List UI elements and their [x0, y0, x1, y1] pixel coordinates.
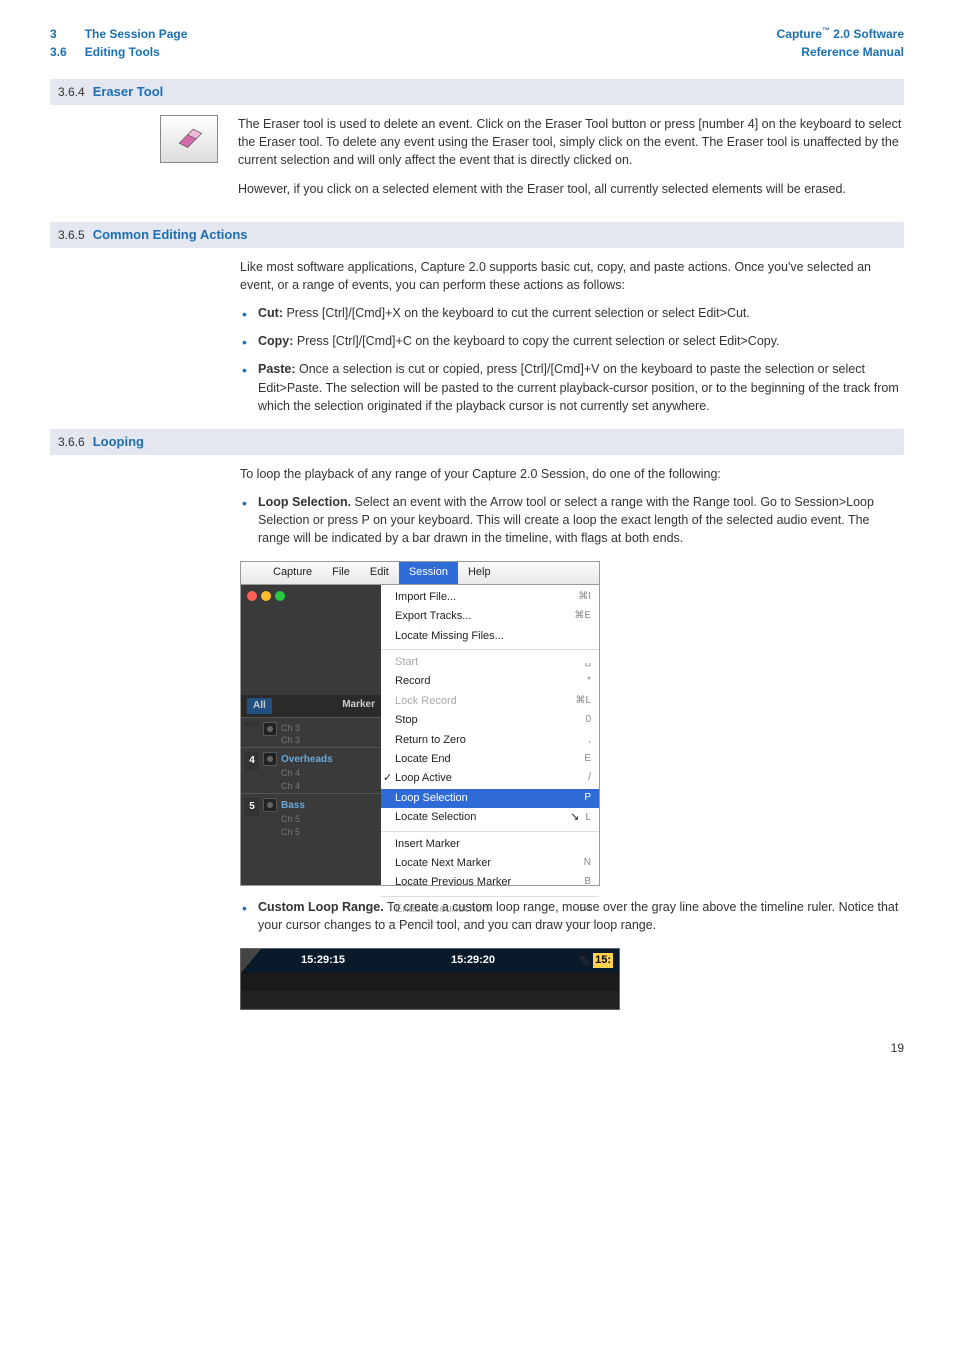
- section-num: 3.6: [50, 43, 67, 61]
- eraser-block: The Eraser tool is used to delete an eve…: [160, 115, 904, 208]
- menu-item-loop-selection[interactable]: Loop SelectionP: [381, 789, 599, 808]
- timeline-track: [241, 991, 619, 1009]
- time-label: 15:: [593, 953, 613, 968]
- eraser-text: The Eraser tool is used to delete an eve…: [238, 115, 904, 208]
- header-chapter-nums: 3 3.6: [50, 25, 67, 61]
- table-row: 4 OverheadsCh 4Ch 4: [241, 747, 381, 793]
- paragraph: However, if you click on a selected elem…: [238, 180, 904, 198]
- apple-icon: [241, 562, 263, 583]
- list-item: Paste: Once a selection is cut or copied…: [240, 360, 904, 414]
- list-item: Copy: Press [Ctrl]/[Cmd]+C on the keyboa…: [240, 332, 904, 350]
- section-num: 3.6.4: [58, 84, 85, 101]
- track-list: All Marker Ch 3Ch 3 4 OverheadsCh 4Ch 4 …: [241, 695, 381, 838]
- menu-item-locate-end[interactable]: Locate EndE: [381, 750, 599, 769]
- pencil-cursor-icon: ✎: [579, 952, 591, 972]
- section-heading-366: 3.6.6 Looping: [50, 429, 904, 455]
- section-num: 3.6.5: [58, 227, 85, 244]
- chapter-title: The Session Page: [85, 25, 188, 43]
- section-title: Common Editing Actions: [93, 226, 248, 244]
- all-label[interactable]: All: [247, 698, 272, 714]
- menu-capture[interactable]: Capture: [263, 562, 322, 583]
- menu-item-locate-selection[interactable]: Locate Selection↘ L: [381, 808, 599, 827]
- section-title: Eraser Tool: [93, 83, 164, 101]
- section-heading-365: 3.6.5 Common Editing Actions: [50, 222, 904, 248]
- menu-body: All Marker Ch 3Ch 3 4 OverheadsCh 4Ch 4 …: [241, 585, 599, 885]
- dropdown-panel: Import File...⌘I Export Tracks...⌘E Loca…: [381, 585, 599, 885]
- section-366-body2: Custom Loop Range. To create a custom lo…: [240, 898, 904, 934]
- eraser-tool-icon: [160, 115, 218, 163]
- menu-item-start: Start␣: [381, 653, 599, 672]
- page-header: 3 3.6 The Session Page Editing Tools Cap…: [50, 25, 904, 61]
- bullet-list: Loop Selection. Select an event with the…: [240, 493, 904, 547]
- window-controls[interactable]: [247, 591, 285, 601]
- menu-item-export[interactable]: Export Tracks...⌘E: [381, 607, 599, 626]
- header-right: Capture™ 2.0 Software Reference Manual: [777, 25, 904, 61]
- menu-session[interactable]: Session: [399, 562, 458, 583]
- timeline-track: [241, 973, 619, 991]
- section-heading-364: 3.6.4 Eraser Tool: [50, 79, 904, 105]
- menu-item-rtz[interactable]: Return to Zero,: [381, 731, 599, 750]
- header-chapter-titles: The Session Page Editing Tools: [85, 25, 188, 61]
- menu-item-import[interactable]: Import File...⌘I: [381, 588, 599, 607]
- list-item: Custom Loop Range. To create a custom lo…: [240, 898, 904, 934]
- menubar: Capture File Edit Session Help: [241, 562, 599, 584]
- menu-item-lock: Lock Record⌘L: [381, 692, 599, 711]
- menu-item-locate-missing[interactable]: Locate Missing Files...: [381, 627, 599, 646]
- paragraph: The Eraser tool is used to delete an eve…: [238, 115, 904, 169]
- table-row: 5 BassCh 5Ch 5: [241, 793, 381, 839]
- paragraph: To loop the playback of any range of you…: [240, 465, 904, 483]
- menu-item-loop-active[interactable]: ✓Loop Active/: [381, 769, 599, 788]
- paragraph: Like most software applications, Capture…: [240, 258, 904, 294]
- menu-item-locate-next[interactable]: Locate Next MarkerN: [381, 854, 599, 873]
- menu-item-record[interactable]: Record*: [381, 672, 599, 691]
- section-title: Looping: [93, 433, 144, 451]
- section-title: Editing Tools: [85, 43, 188, 61]
- product-name: Capture™ 2.0 Software: [777, 25, 904, 43]
- time-label: 15:29:15: [301, 953, 345, 968]
- menu-item-locate-prev[interactable]: Locate Previous MarkerB: [381, 873, 599, 892]
- menu-edit[interactable]: Edit: [360, 562, 399, 583]
- doc-type: Reference Manual: [777, 43, 904, 61]
- menu-help[interactable]: Help: [458, 562, 501, 583]
- header-left: 3 3.6 The Session Page Editing Tools: [50, 25, 187, 61]
- timeline-ruler[interactable]: 15:29:15 15:29:20 ✎ 15:: [241, 949, 619, 973]
- chapter-num: 3: [50, 25, 67, 43]
- section-365-body: Like most software applications, Capture…: [240, 258, 904, 415]
- menu-item-insert-marker[interactable]: Insert Marker: [381, 835, 599, 854]
- time-label: 15:29:20: [451, 953, 495, 968]
- bullet-list: Custom Loop Range. To create a custom lo…: [240, 898, 904, 934]
- section-366-body: To loop the playback of any range of you…: [240, 465, 904, 548]
- bullet-list: Cut: Press [Ctrl]/[Cmd]+X on the keyboar…: [240, 304, 904, 415]
- section-num: 3.6.6: [58, 434, 85, 451]
- menu-file[interactable]: File: [322, 562, 360, 583]
- table-row: Ch 3Ch 3: [241, 717, 381, 747]
- marker-label: Marker: [342, 698, 375, 714]
- list-item: Loop Selection. Select an event with the…: [240, 493, 904, 547]
- menu-item-stop[interactable]: Stop0: [381, 711, 599, 730]
- app-window: All Marker Ch 3Ch 3 4 OverheadsCh 4Ch 4 …: [241, 585, 381, 885]
- list-item: Cut: Press [Ctrl]/[Cmd]+X on the keyboar…: [240, 304, 904, 322]
- page-number: 19: [50, 1040, 904, 1057]
- timeline-screenshot: 15:29:15 15:29:20 ✎ 15:: [240, 948, 620, 1010]
- track-header: All Marker: [241, 695, 381, 717]
- session-menu-screenshot: Capture File Edit Session Help All Marke…: [240, 561, 600, 885]
